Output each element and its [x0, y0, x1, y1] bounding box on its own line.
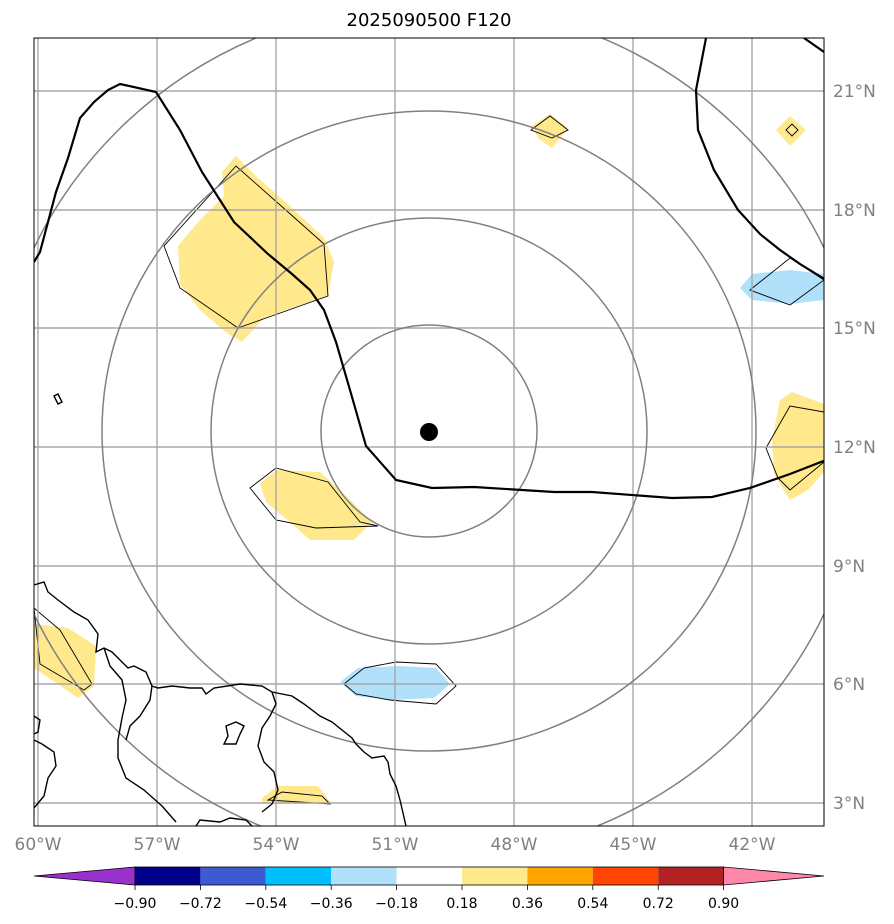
colorbar-segment [396, 867, 462, 885]
contour-outline [785, 123, 799, 137]
colorbar-segment [592, 867, 659, 885]
lon-tick-label: 57°W [134, 835, 181, 855]
colorbar-frame [134, 866, 724, 886]
colorbar-extend-high [723, 866, 825, 886]
track-line [34, 82, 824, 500]
lat-tick-label: 12°N [833, 438, 876, 458]
positive-anomaly-area [776, 116, 806, 146]
colorbar-label: −0.36 [310, 896, 353, 912]
south-america-coastline [195, 817, 253, 826]
map-title: 2025090500 F120 [347, 10, 512, 31]
track-line [803, 38, 824, 53]
colorbar-segment [527, 867, 593, 885]
south-america-coastline [125, 685, 153, 741]
lon-tick-label: 54°W [253, 835, 300, 855]
island-coastline [222, 721, 245, 745]
longitude-tick-labels: 60°W 57°W 54°W 51°W 48°W 45°W 42°W [15, 835, 776, 855]
colorbar-segment [200, 867, 266, 885]
colorbar-segment [135, 867, 201, 885]
colorbar-label: 0.36 [512, 896, 543, 912]
contour-outline [163, 165, 329, 329]
lat-tick-label: 18°N [833, 201, 876, 221]
colorbar-label: 0.18 [446, 896, 477, 912]
gridlines [34, 38, 824, 826]
coastlines [34, 393, 407, 826]
lat-tick-label: 15°N [833, 319, 876, 339]
contour-outline [749, 257, 824, 306]
colorbar-segment [462, 867, 528, 885]
colorbar-label: 0.90 [708, 896, 739, 912]
south-america-coastline [257, 691, 279, 813]
colorbar-segment [265, 867, 332, 885]
colorbar-label: 0.72 [643, 896, 674, 912]
map-panel [34, 38, 824, 826]
range-ring [101, 110, 757, 752]
south-america-coastline [34, 581, 407, 826]
track-lines [34, 38, 824, 500]
contour-outline [343, 661, 457, 705]
island-coastline [53, 393, 63, 405]
map-frame [33, 37, 825, 827]
positive-anomaly-area [178, 156, 334, 342]
colorbar-segment [331, 867, 397, 885]
lon-tick-label: 45°W [610, 835, 657, 855]
range-rings [34, 38, 824, 826]
colorbar-labels: −0.90 −0.72 −0.54 −0.36 −0.18 0.18 0.36 … [114, 896, 740, 912]
lat-tick-label: 21°N [833, 82, 876, 102]
lon-tick-label: 60°W [15, 835, 62, 855]
lat-tick-label: 6°N [833, 675, 865, 695]
lon-tick-label: 42°W [729, 835, 776, 855]
colorbar-label: −0.18 [375, 896, 418, 912]
colorbar-extend-low [33, 866, 136, 886]
range-ring [320, 324, 538, 538]
positive-anomaly-area [262, 786, 332, 804]
colorbar-label: −0.72 [179, 896, 222, 912]
lat-tick-label: 9°N [833, 557, 865, 577]
colorbar-segment [658, 867, 724, 885]
colorbar-label: −0.54 [244, 896, 287, 912]
lon-tick-label: 48°W [491, 835, 538, 855]
lat-tick-label: 3°N [833, 794, 865, 814]
storm-center-marker [420, 423, 438, 441]
lon-tick-label: 51°W [372, 835, 419, 855]
south-america-coastline [103, 647, 177, 823]
positive-anomaly-area [260, 470, 372, 540]
colorbar-ticks [134, 885, 724, 890]
contour-outline [34, 607, 93, 691]
contour-outline [530, 115, 569, 139]
colorbar-label: 0.54 [577, 896, 608, 912]
colorbar: −0.90 −0.72 −0.54 −0.36 −0.18 0.18 0.36 … [33, 866, 825, 912]
track-line [694, 38, 824, 281]
latitude-tick-labels: 21°N 18°N 15°N 12°N 9°N 6°N 3°N [833, 82, 876, 814]
south-america-coastline [34, 715, 41, 735]
colorbar-label: −0.90 [114, 896, 157, 912]
range-ring [210, 217, 648, 645]
south-america-coastline [34, 739, 57, 809]
contour-outline [249, 467, 379, 529]
